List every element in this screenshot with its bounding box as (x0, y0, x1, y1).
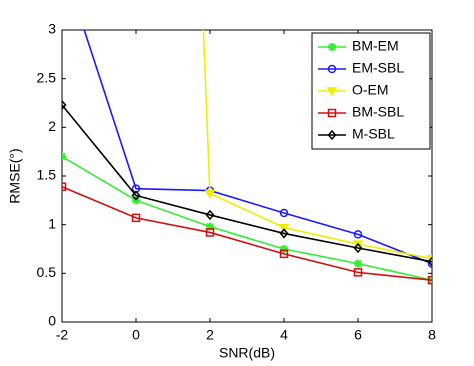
marker (353, 268, 363, 277)
marker (204, 189, 216, 200)
x-tick-label: -2 (56, 327, 69, 343)
marker (353, 230, 363, 239)
marker (427, 275, 432, 285)
marker (327, 108, 337, 118)
legend-label: BM-EM (352, 38, 399, 54)
y-tick-label: 2 (48, 118, 56, 134)
y-axis-label: RMSE(°) (7, 148, 23, 203)
marker (280, 245, 288, 253)
legend-label: M-SBL (352, 126, 395, 142)
marker (205, 228, 215, 237)
marker (354, 259, 362, 268)
series-line (83, 30, 432, 265)
x-tick-label: 8 (428, 327, 436, 343)
plot-area (62, 30, 432, 285)
marker (279, 228, 289, 239)
marker (62, 99, 67, 111)
marker (279, 208, 289, 218)
marker (327, 129, 337, 141)
marker (62, 152, 66, 161)
x-tick-label: 4 (280, 327, 288, 343)
x-axis-label: SNR(dB) (219, 345, 275, 361)
marker (353, 242, 363, 254)
marker (205, 209, 215, 221)
legend-label: BM-SBL (352, 104, 404, 120)
marker (328, 43, 336, 51)
series-line (62, 185, 432, 281)
legend-label: O-EM (352, 82, 389, 98)
series-line (62, 104, 432, 263)
y-tick-label: 0.5 (37, 264, 57, 280)
marker (279, 249, 289, 259)
y-tick-label: 1.5 (37, 167, 57, 183)
y-tick-label: 2.5 (37, 69, 57, 85)
marker (427, 259, 432, 268)
marker (206, 222, 214, 231)
marker (427, 256, 432, 267)
y-tick-label: 1 (48, 215, 56, 231)
x-tick-label: 6 (354, 327, 362, 343)
y-tick-label: 0 (48, 313, 56, 329)
y-tick-label: 3 (48, 21, 56, 37)
marker (278, 223, 290, 234)
marker (62, 182, 67, 191)
marker (326, 87, 338, 97)
legend-label: EM-SBL (352, 60, 404, 76)
x-tick-label: 0 (132, 327, 140, 343)
marker (327, 64, 337, 74)
marker (131, 213, 141, 223)
marker (131, 190, 141, 201)
x-tick-label: 2 (206, 327, 214, 343)
series-line (62, 155, 432, 281)
